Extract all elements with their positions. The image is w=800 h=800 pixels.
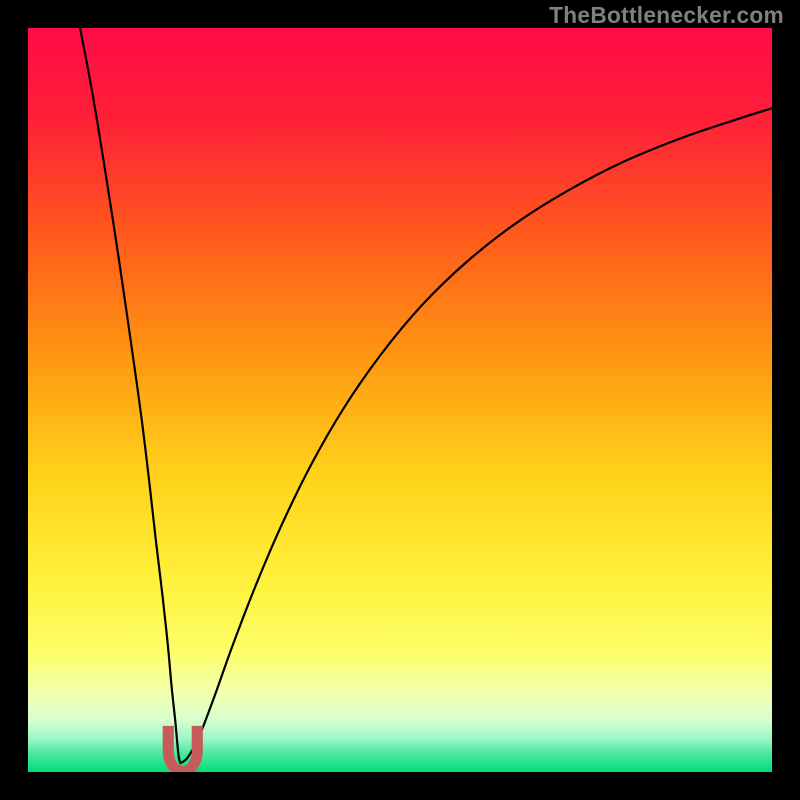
chart-svg <box>28 28 772 772</box>
watermark-label: TheBottlenecker.com <box>549 2 784 29</box>
chart-frame <box>0 0 800 800</box>
plot-area <box>28 28 772 772</box>
